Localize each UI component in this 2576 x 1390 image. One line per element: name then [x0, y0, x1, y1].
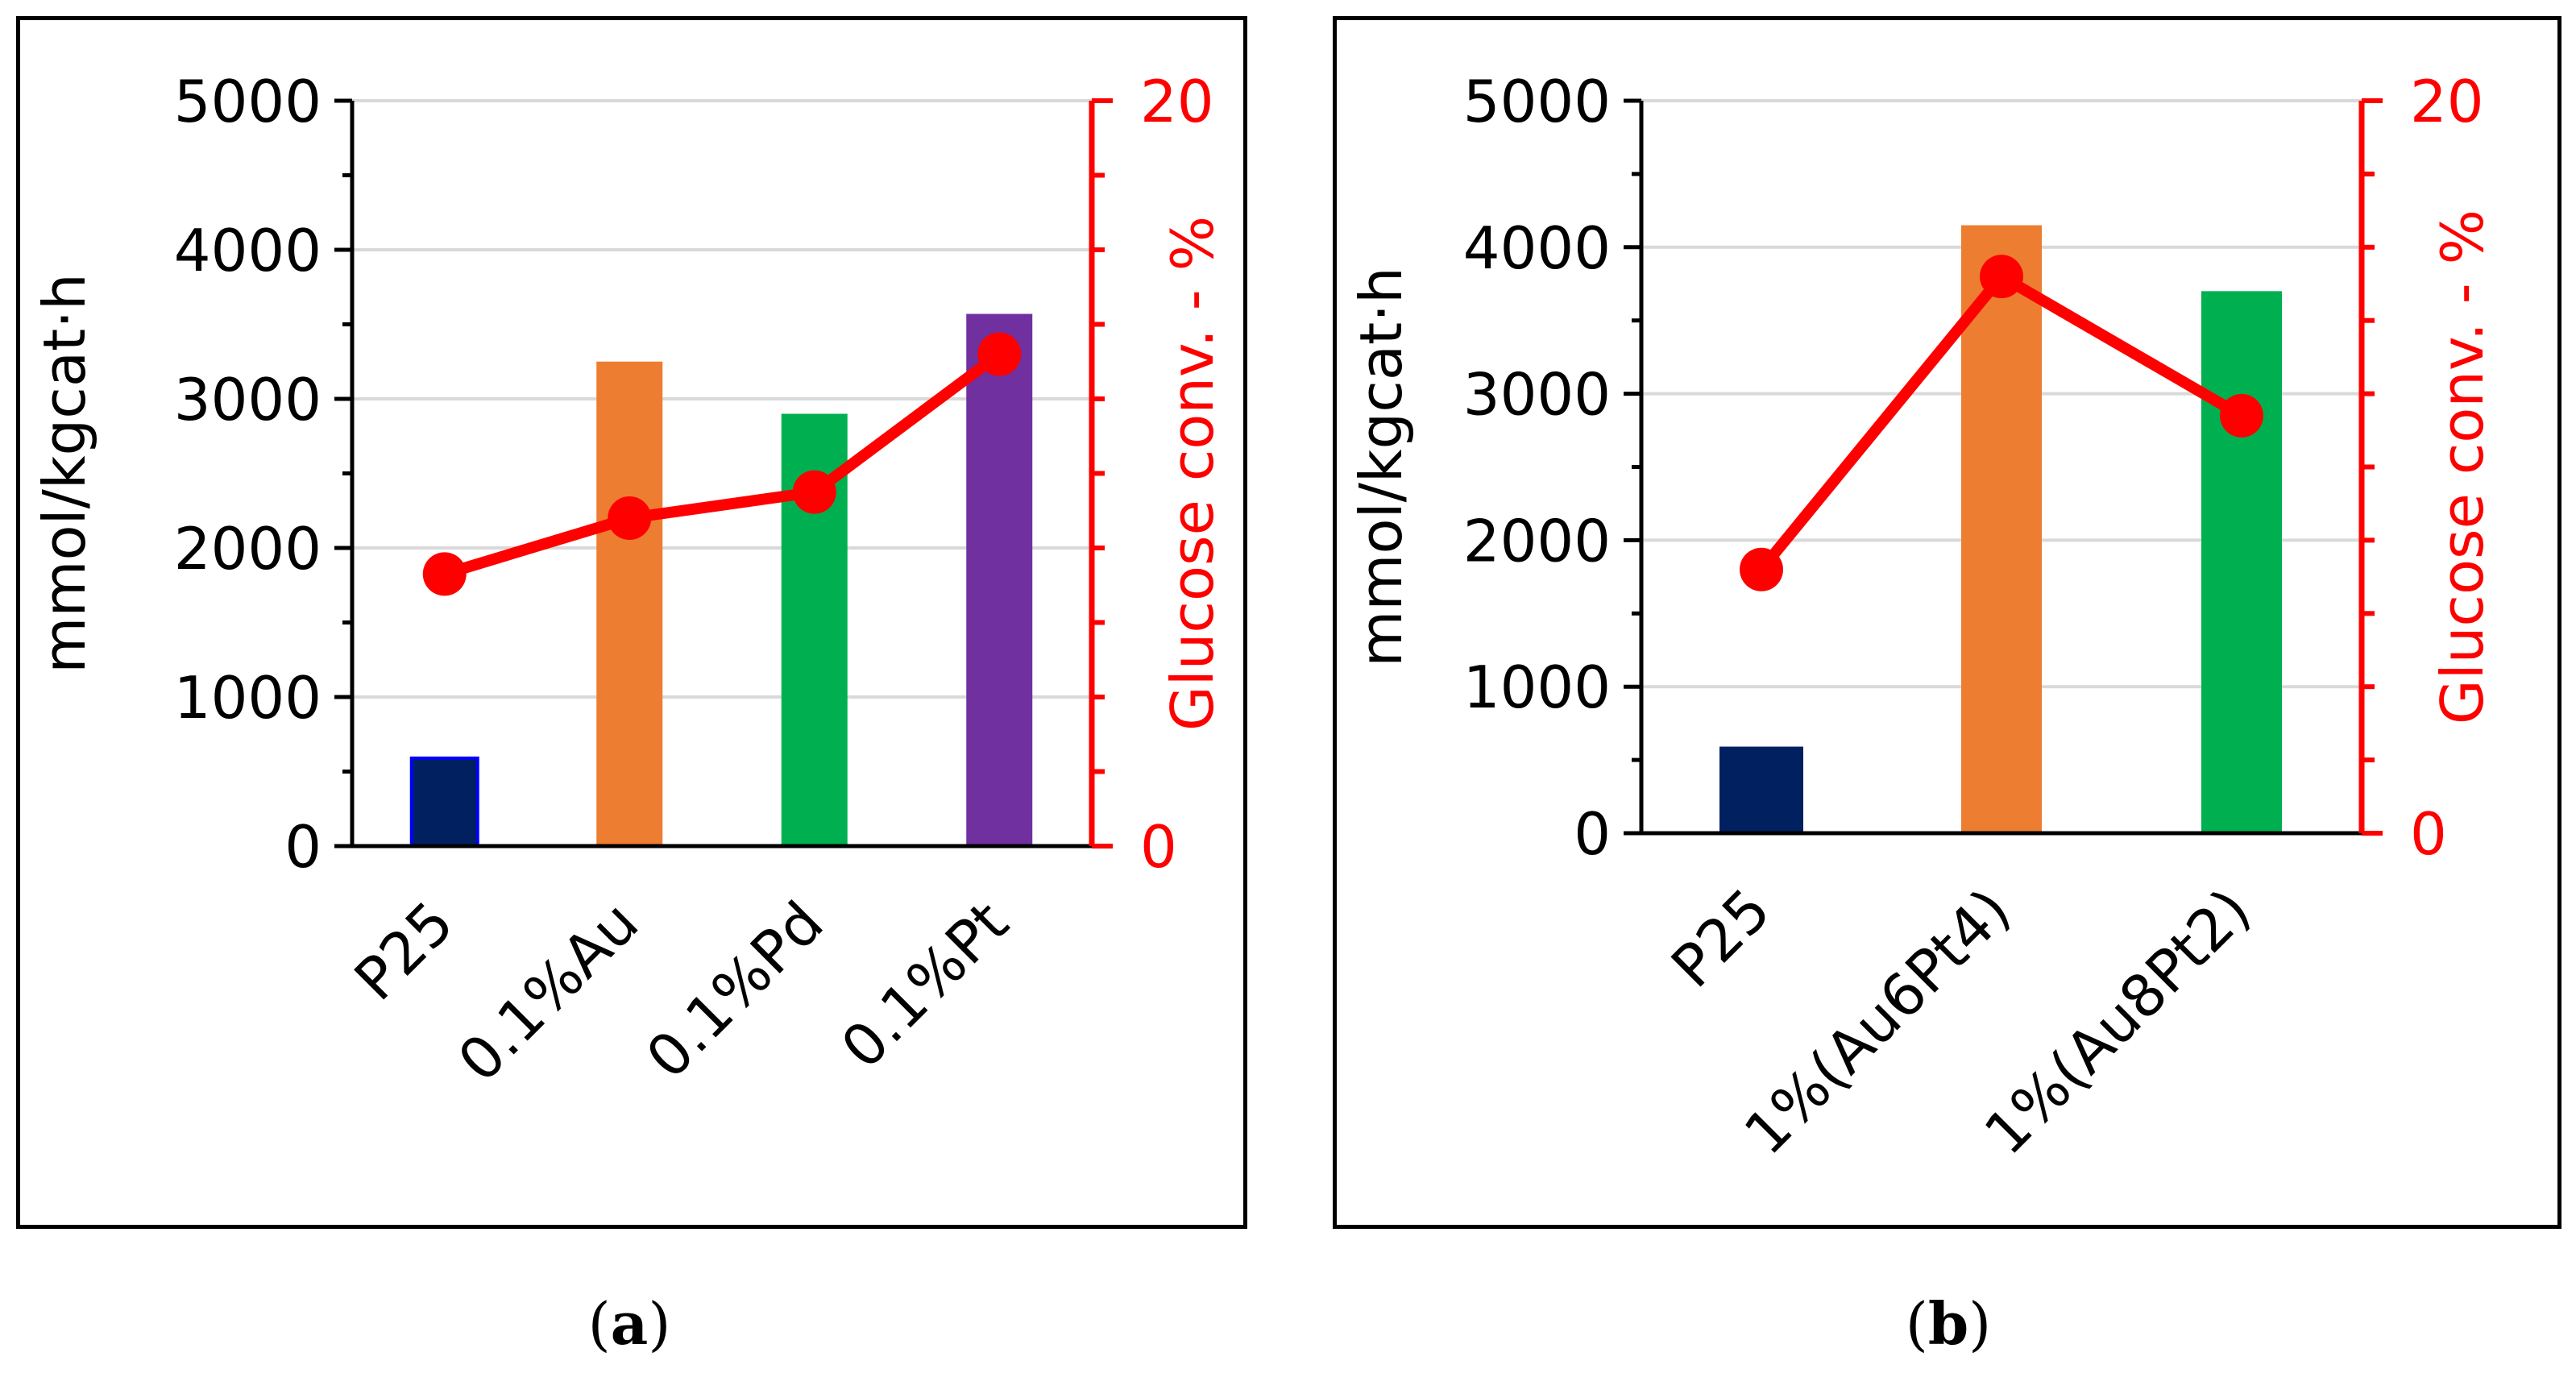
x-tick-label-P25: P25 — [1658, 876, 1783, 1001]
y2-tick-label-0: 0 — [1140, 813, 1177, 881]
y-tick-label-0: 0 — [284, 813, 321, 881]
y-axis-title: mmol/kgcat·h — [31, 273, 98, 673]
glucose-conv-point-1%(Au8Pt2) — [2220, 393, 2263, 438]
bar-0.1%Au — [596, 361, 663, 846]
y-tick-label-3000: 3000 — [1463, 361, 1611, 429]
y-tick-label-4000: 4000 — [1463, 214, 1611, 282]
glucose-conv-point-0.1%Pd — [792, 470, 836, 514]
x-tick-label-0.1%Au: 0.1%Au — [445, 889, 651, 1095]
glucose-conv-point-0.1%Pt — [977, 332, 1022, 376]
bar-P25 — [409, 756, 479, 848]
y-tick-label-1000: 1000 — [174, 664, 321, 732]
x-tick-label-0.1%Pt: 0.1%Pt — [828, 889, 1021, 1081]
x-tick-label-0.1%Pd: 0.1%Pd — [633, 889, 836, 1092]
chart-a: 0 1000 2000 3000 4000 5000 0 20 mmol/kgcat·h Gluc… — [31, 68, 1226, 1095]
y-tick-label-0: 0 — [1574, 800, 1611, 868]
caption-a-letter: a — [610, 1289, 649, 1358]
chart-panel-b: 0 1000 2000 3000 4000 5000 0 20 mmol/kgcat·h Gluc… — [1333, 16, 2561, 1229]
glucose-conv-point-P25 — [422, 552, 467, 596]
y-tick-label-5000: 5000 — [1463, 68, 1611, 135]
y2-axis-title: Glucose conv. - % — [1159, 216, 1226, 731]
glucose-conv-point-P25 — [1740, 547, 1783, 591]
y-axis-title: mmol/kgcat·h — [1347, 267, 1415, 666]
chart-panel-a: 0 1000 2000 3000 4000 5000 0 20 mmol/kgcat·h Gluc… — [16, 16, 1247, 1229]
glucose-conv-line — [442, 349, 1003, 580]
y-tick-label-3000: 3000 — [174, 366, 321, 434]
y-tick-label-2000: 2000 — [1463, 507, 1611, 575]
chart-b: 0 1000 2000 3000 4000 5000 0 20 mmol/kgcat·h Gluc… — [1347, 68, 2496, 1168]
y2-tick-label-20: 20 — [1140, 68, 1214, 135]
y-tick-label-2000: 2000 — [174, 515, 321, 583]
y-tick-label-1000: 1000 — [1463, 654, 1611, 721]
x-tick-label-P25: P25 — [342, 889, 467, 1014]
y-tick-label-4000: 4000 — [174, 217, 321, 284]
caption-a: (a) — [587, 1289, 671, 1358]
y2-tick-label-0: 0 — [2410, 800, 2447, 868]
caption-b-letter: b — [1927, 1289, 1969, 1358]
glucose-conv-point-1%(Au6Pt4) — [1980, 255, 2023, 299]
y2-axis-title: Glucose conv. - % — [2429, 210, 2496, 724]
glucose-conv-point-0.1%Au — [608, 496, 652, 540]
y-tick-label-5000: 5000 — [174, 68, 321, 135]
bar-0.1%Pt — [966, 313, 1033, 846]
caption-b: (b) — [1905, 1289, 1992, 1358]
bar-1%(Au6Pt4) — [1961, 225, 2042, 833]
y2-tick-label-20: 20 — [2410, 68, 2484, 135]
bar-1%(Au8Pt2) — [2201, 291, 2282, 834]
bar-P25 — [1719, 746, 1803, 836]
